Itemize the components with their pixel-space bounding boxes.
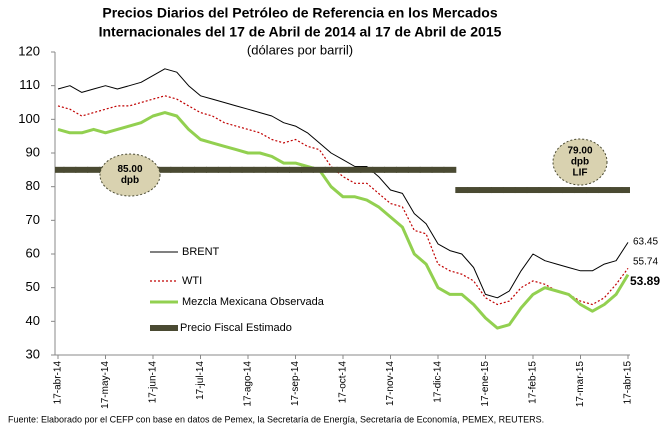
end-value-label: 63.45 bbox=[633, 237, 658, 248]
series-line bbox=[57, 111, 630, 330]
annotation-text: 79.00 bbox=[567, 146, 592, 157]
end-value-label: 55.74 bbox=[633, 257, 658, 268]
annotation-bubble bbox=[99, 153, 161, 197]
series-line bbox=[57, 68, 629, 299]
annotation-text: dpb bbox=[121, 175, 139, 186]
legend-label: BRENT bbox=[182, 246, 220, 258]
x-tick-label: 17-abr-15 bbox=[623, 361, 634, 405]
y-tick-label: 70 bbox=[26, 212, 40, 227]
x-tick-label: 17-abr-14 bbox=[53, 361, 64, 405]
y-tick-label: 60 bbox=[26, 245, 40, 260]
chart-subtitle: (dólares por barril) bbox=[247, 42, 353, 57]
y-tick-label: 90 bbox=[26, 144, 40, 159]
x-tick-label: 17-ene-15 bbox=[480, 361, 491, 407]
annotation-text: dpb bbox=[571, 157, 589, 168]
chart-title: Internacionales del 17 de Abril de 2014 … bbox=[99, 24, 502, 40]
x-tick-label: 17-sep-14 bbox=[290, 361, 301, 406]
legend-label: WTI bbox=[182, 275, 202, 287]
annotation-text: LIF bbox=[573, 168, 588, 179]
annotation-bubble bbox=[552, 138, 608, 186]
x-tick-label: 17-mar-15 bbox=[575, 361, 586, 408]
y-tick-label: 50 bbox=[26, 279, 40, 294]
y-tick-label: 80 bbox=[26, 178, 40, 193]
y-tick-label: 30 bbox=[26, 346, 40, 361]
x-tick-label: 17-jun-14 bbox=[148, 361, 159, 404]
x-tick-label: 17-jul-14 bbox=[195, 361, 206, 400]
y-tick-label: 40 bbox=[26, 313, 40, 328]
source-note: Fuente: Elaborado por el CEFP con base e… bbox=[8, 414, 544, 424]
y-tick-label: 110 bbox=[19, 77, 40, 92]
x-tick-label: 17-ago-14 bbox=[243, 361, 254, 407]
x-tick-label: 17-oct-14 bbox=[338, 361, 349, 404]
annotation-text: 85.00 bbox=[117, 164, 142, 175]
y-tick-label: 120 bbox=[18, 43, 40, 58]
x-tick-label: 17-dic-14 bbox=[433, 361, 444, 403]
chart-title: Precios Diarios del Petróleo de Referenc… bbox=[102, 5, 497, 21]
x-tick-label: 17-may-14 bbox=[100, 361, 111, 409]
y-tick-label: 100 bbox=[18, 111, 40, 126]
x-tick-label: 17-nov-14 bbox=[385, 361, 396, 406]
legend-label: Mezcla Mexicana Observada bbox=[182, 296, 325, 308]
x-tick-label: 17-feb-15 bbox=[528, 361, 539, 404]
series-line bbox=[57, 95, 629, 306]
legend-label: Precio Fiscal Estimado bbox=[180, 322, 292, 334]
end-value-label: 53.89 bbox=[630, 274, 660, 288]
